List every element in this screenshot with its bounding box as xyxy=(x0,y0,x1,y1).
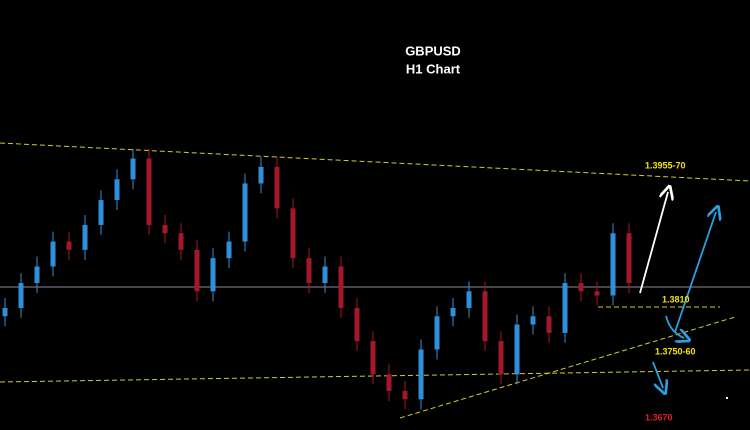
candle-body xyxy=(402,390,408,400)
candle-body xyxy=(226,241,232,259)
chart-title: GBPUSD xyxy=(405,43,461,58)
candle-body xyxy=(498,341,504,375)
candle-body xyxy=(98,200,104,225)
candle-body xyxy=(50,241,56,267)
candle-body xyxy=(626,233,632,284)
candle-body xyxy=(514,324,520,375)
candle-body xyxy=(82,224,88,250)
candle-body xyxy=(418,349,424,400)
candle-body xyxy=(386,374,392,391)
candle-body xyxy=(610,233,616,296)
candle-body xyxy=(466,291,472,308)
arrow xyxy=(674,212,716,333)
candle-body xyxy=(482,291,488,342)
candle-body xyxy=(562,283,568,333)
candle-body xyxy=(530,316,536,325)
candle-body xyxy=(338,266,344,308)
level-label: 1.3750-60 xyxy=(655,346,696,356)
arrow xyxy=(665,315,684,338)
candle-body xyxy=(210,258,216,292)
candle-body xyxy=(162,224,168,234)
candle-body xyxy=(370,341,376,375)
candle-body xyxy=(322,266,328,284)
candles xyxy=(2,148,632,410)
candle-body xyxy=(178,233,184,250)
candle-body xyxy=(2,307,8,317)
candle-body xyxy=(274,166,280,209)
candle-body xyxy=(130,158,136,180)
arrow xyxy=(639,192,668,294)
candle-body xyxy=(114,179,120,201)
candle-body xyxy=(354,307,360,342)
candle-body xyxy=(34,266,40,284)
candle-body xyxy=(578,283,584,292)
dot xyxy=(726,397,728,399)
candle-body xyxy=(18,283,24,308)
candle-body xyxy=(242,183,248,242)
trend-line xyxy=(0,369,750,383)
candle-body xyxy=(434,316,440,350)
level-label: 1.3810 xyxy=(662,294,690,304)
chart-subtitle: H1 Chart xyxy=(406,61,461,76)
candle-body xyxy=(546,316,552,333)
candle-body xyxy=(450,307,456,317)
candle-body xyxy=(594,291,600,296)
candle-body xyxy=(258,166,264,184)
candle-body xyxy=(146,158,152,225)
candle-body xyxy=(306,258,312,284)
candle-body xyxy=(66,241,72,250)
candle-body xyxy=(194,249,200,292)
arrow xyxy=(652,361,663,388)
trend-line xyxy=(0,142,750,182)
candle-body xyxy=(290,208,296,259)
level-label: 1.3670 xyxy=(645,412,673,422)
level-label: 1.3955-70 xyxy=(645,160,686,170)
